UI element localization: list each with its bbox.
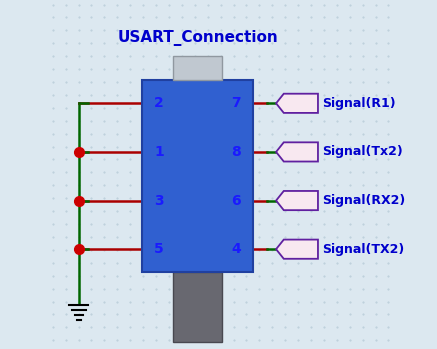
Text: Signal(TX2): Signal(TX2) xyxy=(322,243,404,256)
Text: 5: 5 xyxy=(154,242,164,256)
Bar xyxy=(173,56,222,80)
Polygon shape xyxy=(276,191,318,210)
Polygon shape xyxy=(276,240,318,259)
Text: 8: 8 xyxy=(231,145,241,159)
Text: 6: 6 xyxy=(231,194,241,208)
Text: 7: 7 xyxy=(231,96,241,110)
Text: 3: 3 xyxy=(154,194,164,208)
Text: 1: 1 xyxy=(154,145,164,159)
Text: 2: 2 xyxy=(154,96,164,110)
Bar xyxy=(142,80,253,272)
Text: Signal(Tx2): Signal(Tx2) xyxy=(322,146,403,158)
Text: USART_Connection: USART_Connection xyxy=(117,30,278,46)
Bar xyxy=(173,272,222,342)
Text: Signal(R1): Signal(R1) xyxy=(322,97,396,110)
Polygon shape xyxy=(276,94,318,113)
Text: 4: 4 xyxy=(231,242,241,256)
Polygon shape xyxy=(276,142,318,162)
Text: Signal(RX2): Signal(RX2) xyxy=(322,194,406,207)
